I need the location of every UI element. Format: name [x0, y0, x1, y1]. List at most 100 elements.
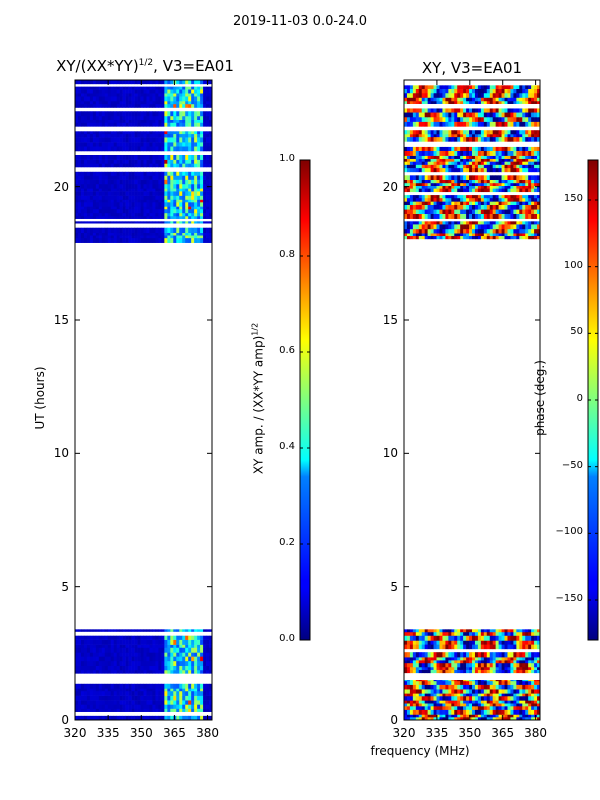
heatmap-cell — [504, 209, 508, 214]
heatmap-cell — [143, 202, 147, 207]
heatmap-cell — [185, 647, 189, 653]
heatmap-cell — [463, 150, 467, 156]
heatmap-cell — [507, 706, 511, 710]
heatmap-cell — [125, 101, 129, 105]
heatmap-cell — [194, 103, 198, 108]
heatmap-cell — [98, 89, 103, 94]
heatmap-cell — [140, 221, 144, 224]
heatmap-cell — [507, 717, 511, 720]
heatmap-cell — [421, 209, 425, 214]
heatmap-cell — [149, 115, 153, 120]
heatmap-cell — [89, 202, 94, 207]
heatmap-cell — [519, 195, 523, 199]
heatmap-cell — [466, 652, 470, 658]
heatmap-cell — [83, 131, 88, 135]
heatmap-cell — [89, 665, 94, 671]
heatmap-cell — [537, 228, 540, 234]
heatmap-cell — [409, 652, 414, 658]
heatmap-cell — [140, 683, 144, 689]
heatmap-cell — [83, 171, 88, 176]
heatmap-cell — [197, 237, 201, 243]
heatmap-cell — [203, 101, 207, 105]
heatmap-cell — [143, 122, 147, 127]
heatmap-cell — [149, 660, 153, 666]
heatmap-cell — [92, 111, 97, 117]
heatmap-cell — [152, 212, 156, 217]
heatmap-cell — [483, 228, 488, 234]
heatmap-cell — [463, 164, 467, 169]
heatmap-cell — [474, 228, 479, 234]
heatmap-cell — [206, 155, 210, 160]
heatmap-cell — [137, 159, 141, 164]
heatmap-cell — [495, 155, 499, 159]
heatmap-cell — [98, 188, 103, 192]
heatmap-cell — [77, 652, 82, 657]
heatmap-cell — [454, 116, 458, 122]
heatmap-cell — [504, 182, 508, 186]
heatmap-cell — [424, 228, 428, 234]
heatmap-cell — [525, 680, 529, 685]
heatmap-cell — [415, 185, 420, 189]
heatmap-cell — [92, 206, 97, 210]
heatmap-cell — [436, 175, 440, 180]
heatmap-cell — [409, 150, 414, 156]
heatmap-cell — [477, 201, 482, 205]
heatmap-cell — [113, 708, 117, 712]
heatmap-cell — [501, 185, 505, 189]
heatmap-cell — [194, 175, 198, 180]
heatmap-cell — [197, 708, 201, 712]
heatmap-cell — [131, 159, 135, 164]
heatmap-cell — [185, 133, 189, 138]
heatmap-cell — [170, 163, 174, 168]
heatmap-cell — [480, 714, 485, 718]
heatmap-cell — [191, 215, 195, 219]
heatmap-cell — [463, 121, 467, 127]
heatmap-cell — [158, 206, 162, 210]
heatmap-cell — [116, 227, 120, 234]
heatmap-cell — [454, 112, 458, 118]
heatmap-cell — [427, 164, 431, 169]
heatmap-cell — [472, 158, 476, 162]
heatmap-cell — [206, 235, 210, 239]
heatmap-cell — [427, 640, 431, 645]
heatmap-cell — [200, 232, 204, 236]
heatmap-cell — [469, 228, 473, 234]
heatmap-cell — [477, 116, 482, 122]
heatmap-cell — [406, 629, 411, 633]
heatmap-cell — [122, 683, 126, 689]
heatmap-cell — [406, 175, 411, 180]
heatmap-cell — [442, 635, 446, 641]
heatmap-cell — [498, 662, 502, 668]
heatmap-cell — [519, 175, 523, 180]
heatmap-cell — [191, 146, 195, 152]
heatmap-cell — [469, 188, 473, 193]
heatmap-cell — [206, 639, 210, 645]
heatmap-cell — [89, 227, 94, 234]
heatmap-cell — [516, 204, 520, 210]
heatmap-cell — [448, 689, 452, 694]
heatmap-cell — [119, 221, 123, 224]
heatmap-cell — [454, 689, 458, 694]
heatmap-cell — [122, 89, 126, 94]
heatmap-cell — [194, 202, 198, 207]
heatmap-cell — [537, 182, 540, 186]
heatmap-cell — [534, 201, 538, 205]
heatmap-cell — [185, 188, 189, 192]
heatmap-cell — [439, 717, 443, 720]
heatmap-cell — [454, 235, 458, 240]
heatmap-cell — [176, 656, 180, 662]
heatmap-cell — [474, 112, 479, 118]
heatmap-cell — [469, 635, 473, 641]
heatmap-cell — [158, 93, 162, 97]
heatmap-cell — [531, 209, 535, 214]
heatmap-cell — [495, 167, 499, 173]
heatmap-cell — [472, 150, 476, 156]
heatmap-cell — [519, 164, 523, 169]
heatmap-cell — [445, 640, 449, 645]
heatmap-cell — [137, 89, 141, 94]
heatmap-cell — [427, 714, 431, 718]
heatmap-cell — [406, 158, 411, 162]
heatmap-cell — [404, 201, 408, 205]
heatmap-cell — [457, 182, 461, 186]
heatmap-cell — [489, 666, 493, 670]
